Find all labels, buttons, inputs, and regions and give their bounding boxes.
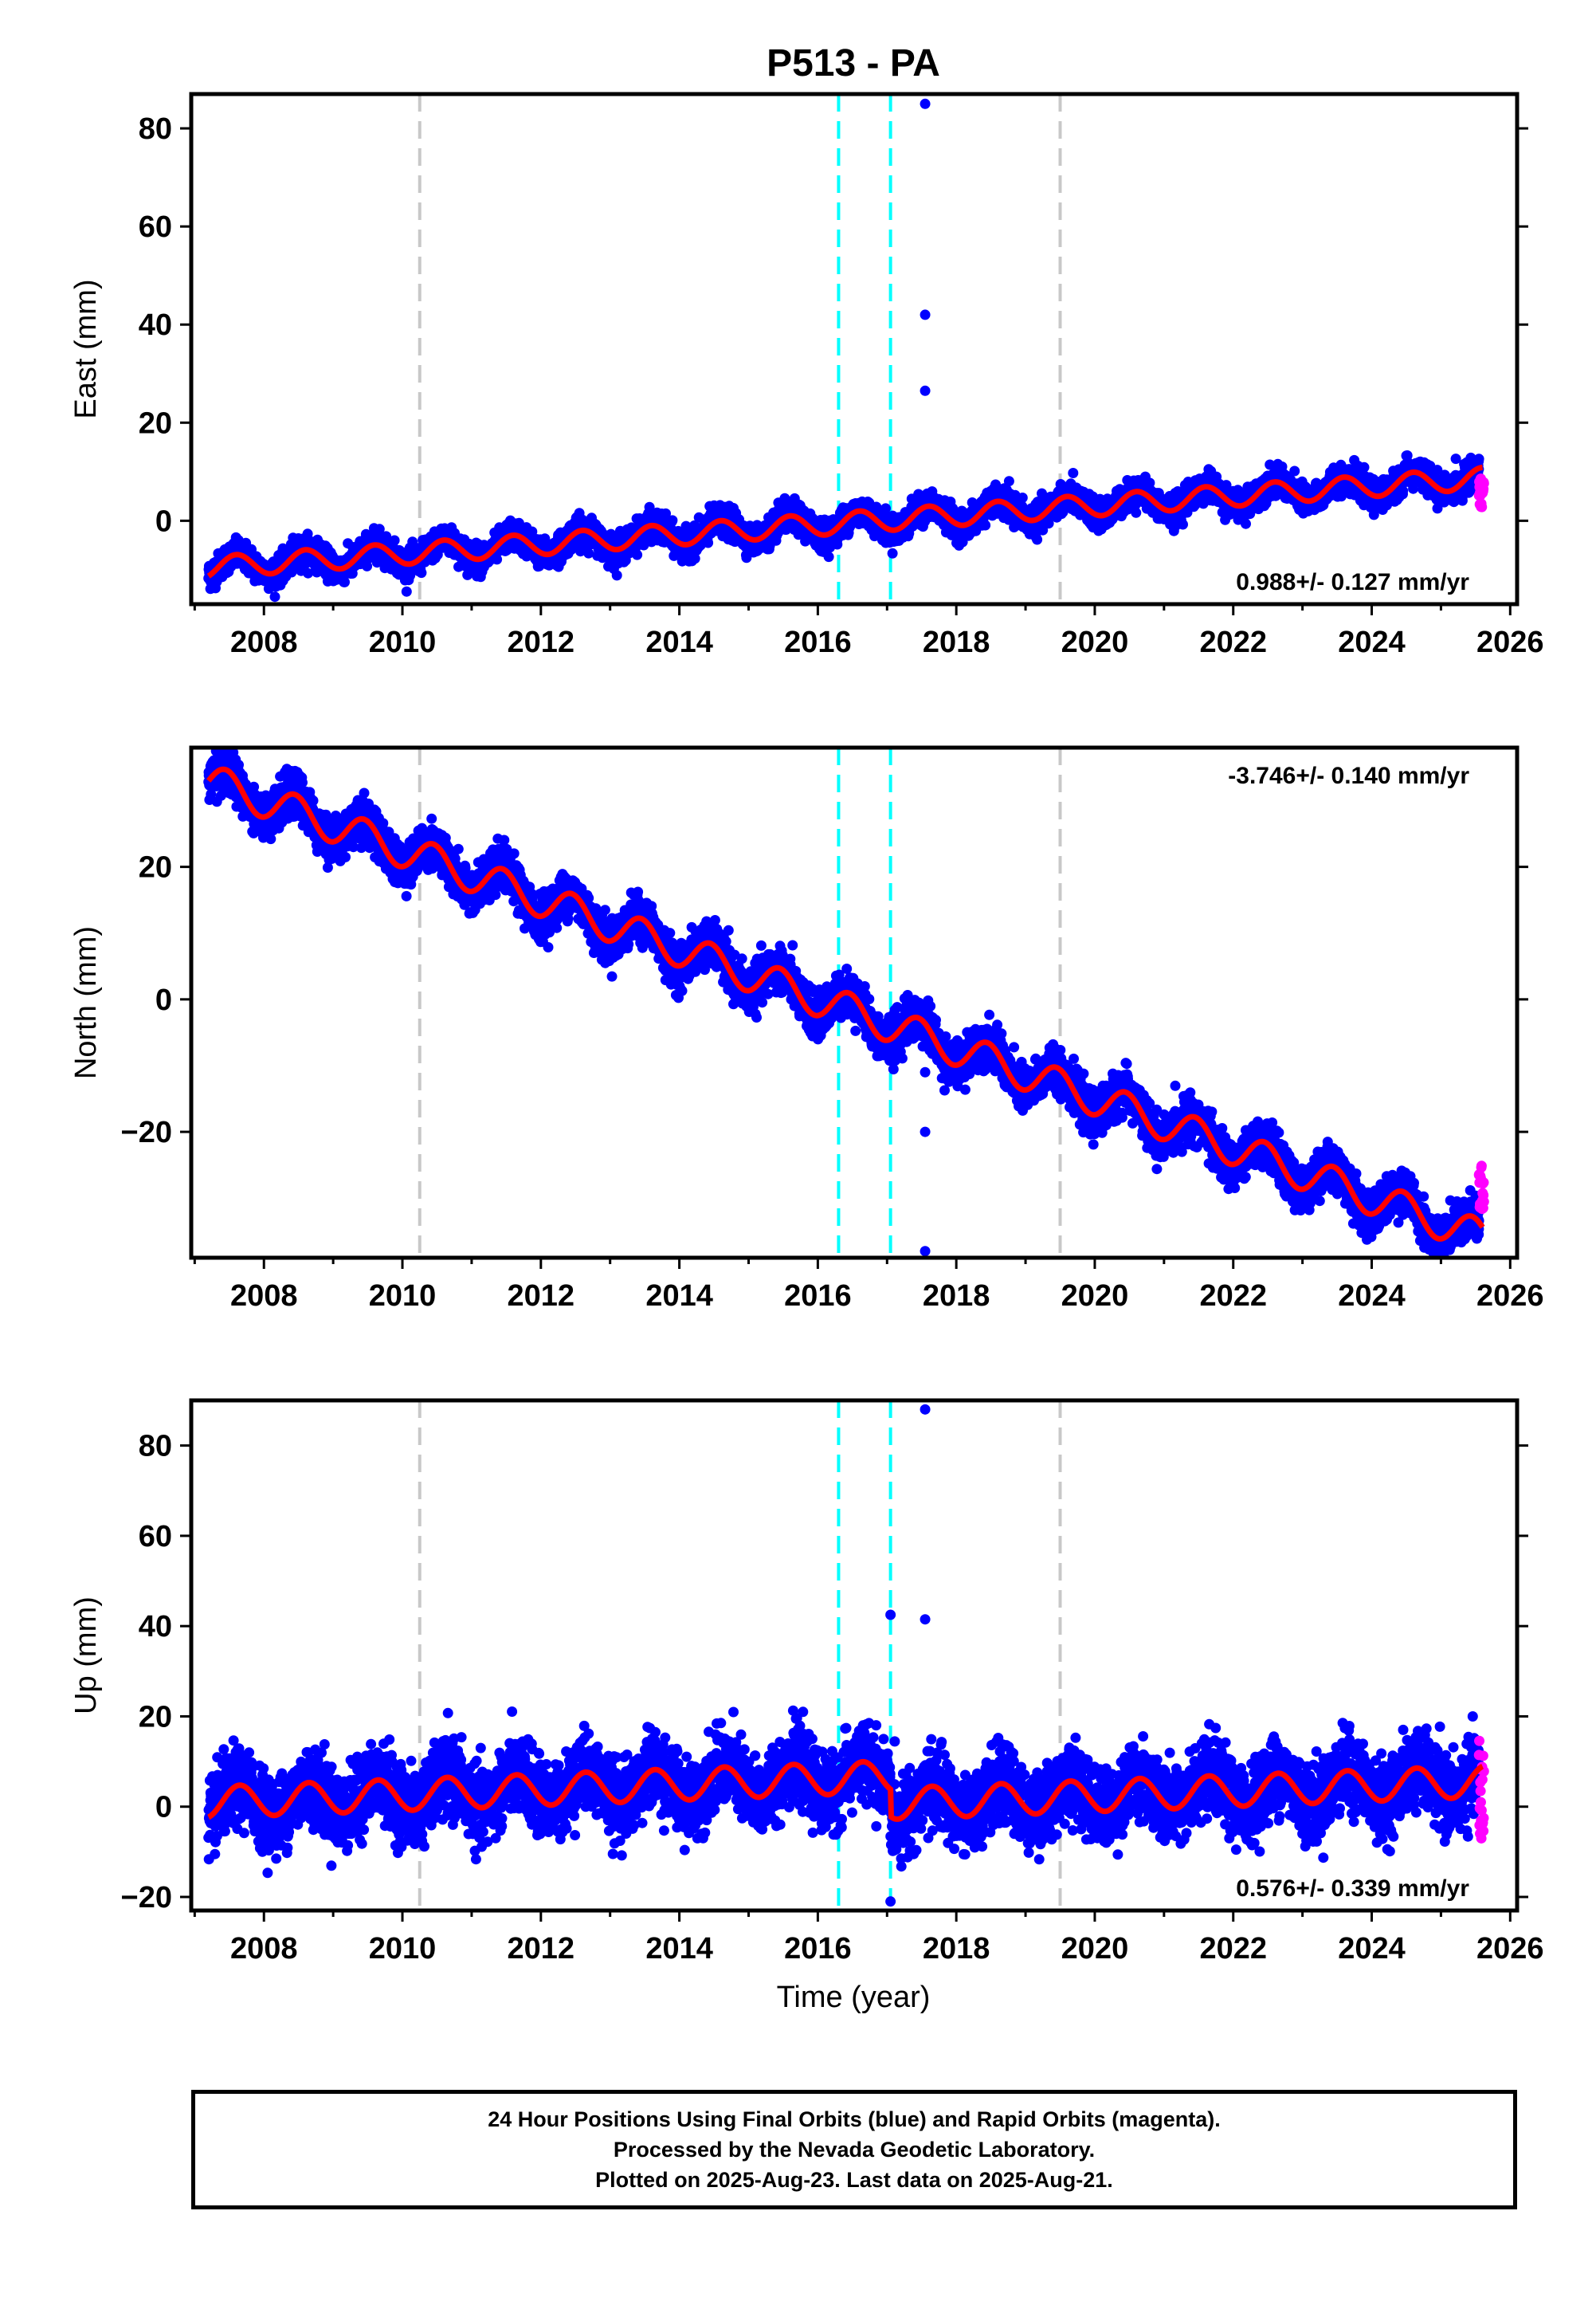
data-point xyxy=(303,567,314,579)
data-point xyxy=(1032,534,1043,545)
data-point xyxy=(1131,507,1142,518)
data-point xyxy=(611,570,622,581)
data-point xyxy=(416,567,427,579)
data-point xyxy=(703,537,714,548)
data-point xyxy=(583,548,594,559)
data-point xyxy=(287,563,298,574)
panel-east: 2008 2010 2012 2014 2016 2018 2020 2022 2024 2026… xyxy=(69,92,1544,659)
data-point xyxy=(667,515,678,526)
data-point xyxy=(980,520,991,531)
data-point xyxy=(823,552,834,563)
data-point xyxy=(1003,476,1014,487)
plot-area-east xyxy=(203,94,1489,604)
figure-title: P513 - PA xyxy=(767,42,940,84)
data-point xyxy=(632,549,643,560)
data-point xyxy=(389,535,400,546)
data-point xyxy=(401,586,412,597)
data-point xyxy=(1017,493,1028,503)
data-point xyxy=(362,560,373,571)
data-point xyxy=(269,591,280,603)
data-point xyxy=(887,548,898,559)
data-point xyxy=(1068,468,1079,478)
data-point xyxy=(374,524,385,535)
data-point xyxy=(339,576,350,587)
